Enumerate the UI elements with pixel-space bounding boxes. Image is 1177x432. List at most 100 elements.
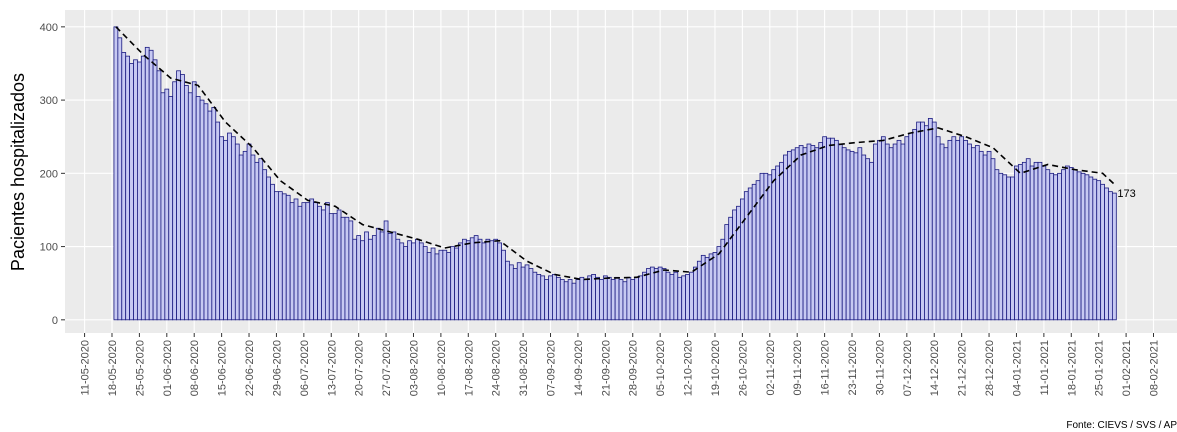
- axes: 0 100 200 300 400 11-05-2020 18-05-2020 25-05-2…: [40, 22, 1161, 396]
- bar: [845, 149, 851, 321]
- x-tick-label: 01-06-2020: [162, 340, 174, 396]
- bars: 173: [113, 26, 1136, 321]
- bar: [982, 154, 988, 321]
- source: Fonte: CIEVS / SVS / AP: [1066, 420, 1177, 431]
- bar: [1065, 165, 1070, 321]
- bar: [184, 85, 189, 321]
- bar: [1108, 191, 1113, 321]
- bar: [344, 216, 350, 321]
- bar: [924, 125, 929, 321]
- bar: [254, 161, 260, 321]
- bar: [352, 238, 358, 321]
- bar: [348, 220, 354, 321]
- bar: [763, 172, 769, 321]
- bar: [1068, 167, 1074, 321]
- x-tick-label: 19-10-2020: [710, 340, 722, 396]
- bar: [818, 142, 824, 321]
- x-tick-label: 16-11-2020: [820, 340, 832, 395]
- bar: [481, 242, 487, 321]
- bar: [172, 81, 177, 321]
- bar: [227, 132, 232, 321]
- bar: [830, 137, 835, 321]
- bar: [1045, 169, 1051, 321]
- bar: [665, 271, 671, 321]
- bar: [465, 240, 471, 321]
- x-tick-label: 17-08-2020: [463, 340, 475, 396]
- bar: [285, 194, 291, 321]
- bar: [912, 128, 918, 321]
- bar: [442, 249, 448, 321]
- bar: [955, 139, 961, 321]
- bar: [454, 247, 459, 321]
- bar: [904, 136, 910, 321]
- bar: [802, 147, 808, 321]
- bar: [1049, 172, 1055, 321]
- bar: [1072, 169, 1078, 321]
- bar: [160, 92, 166, 321]
- bar: [277, 191, 283, 321]
- bar: [1092, 178, 1098, 321]
- bar: [696, 260, 702, 321]
- bar: [156, 70, 162, 321]
- bar: [215, 121, 221, 321]
- x-tick-label: 26-10-2020: [737, 340, 749, 396]
- bar: [1076, 171, 1082, 321]
- bar: [199, 99, 205, 321]
- bar: [935, 136, 941, 321]
- x-tick-label: 10-08-2020: [436, 340, 448, 396]
- x-tick-label: 24-08-2020: [491, 340, 503, 396]
- x-tick-label: 02-11-2020: [765, 340, 777, 395]
- x-tick-label: 25-05-2020: [134, 340, 146, 396]
- bar: [1053, 174, 1058, 321]
- bar: [328, 213, 334, 321]
- bar: [462, 238, 467, 321]
- bar: [415, 238, 420, 321]
- bar: [587, 275, 593, 321]
- bar: [1025, 158, 1031, 321]
- bar: [732, 209, 737, 321]
- bar: [140, 55, 146, 321]
- bar: [618, 279, 624, 321]
- x-tick-label: 06-07-2020: [299, 340, 311, 396]
- bar: [814, 147, 820, 321]
- bar: [661, 268, 667, 321]
- bar: [861, 154, 867, 321]
- bar: [1041, 165, 1047, 321]
- bar: [963, 139, 968, 321]
- bar: [884, 143, 890, 321]
- bar: [497, 242, 502, 321]
- bar: [555, 276, 561, 321]
- bar: [787, 150, 792, 321]
- bar: [274, 191, 279, 321]
- bar: [258, 158, 264, 321]
- bar: [548, 275, 553, 321]
- x-tick-label: 25-01-2021: [1094, 340, 1106, 396]
- bar: [610, 279, 616, 321]
- bar: [281, 193, 287, 321]
- bar: [144, 46, 150, 321]
- bar: [418, 242, 424, 321]
- bar: [469, 237, 475, 321]
- bar: [1002, 174, 1008, 321]
- x-tick-label: 21-12-2020: [957, 340, 969, 396]
- bar: [642, 271, 647, 321]
- bar: [908, 132, 914, 321]
- bar: [649, 266, 655, 321]
- bar: [673, 271, 679, 321]
- bar: [528, 268, 534, 321]
- bar: [806, 143, 812, 321]
- bar: [579, 276, 585, 321]
- bar: [927, 117, 933, 321]
- bar: [262, 169, 268, 321]
- bar: [552, 274, 557, 321]
- bar: [137, 61, 142, 321]
- bar: [1088, 176, 1094, 321]
- bar: [536, 274, 542, 321]
- bar: [971, 147, 976, 321]
- bar: [1021, 161, 1027, 321]
- bar: [368, 238, 373, 321]
- bar: [1006, 176, 1011, 321]
- x-tick-label: 07-12-2020: [902, 340, 914, 396]
- x-tick-label: 28-12-2020: [984, 340, 996, 396]
- bar: [712, 252, 718, 321]
